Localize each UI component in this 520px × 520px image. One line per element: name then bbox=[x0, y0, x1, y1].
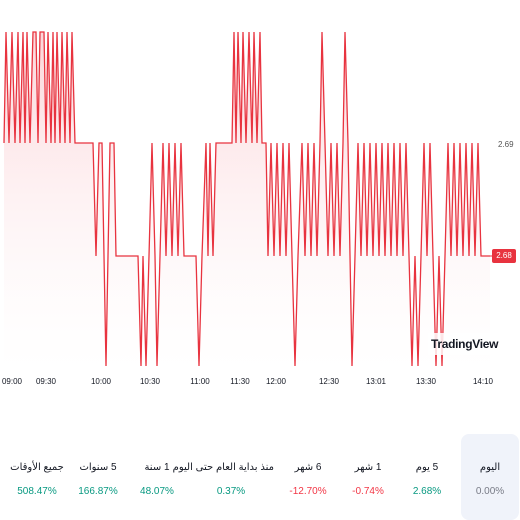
time-tick-0: 09:00 bbox=[1, 377, 23, 386]
time-tick-3: 10:30 bbox=[139, 377, 161, 386]
time-tick-2: 10:00 bbox=[90, 377, 112, 386]
perf-label: 1 شهر bbox=[354, 462, 382, 473]
perf-tab-1[interactable]: 5 يوم 2.68% bbox=[398, 434, 456, 520]
price-line bbox=[3, 31, 490, 367]
logo-text: TradingView bbox=[431, 337, 499, 351]
perf-tab-3[interactable]: 6 شهر -12.70% bbox=[279, 434, 337, 520]
perf-label: جميع الأوقات bbox=[10, 462, 64, 473]
perf-tab-4[interactable]: منذ بداية العام حتى اليوم 0.37% bbox=[172, 434, 274, 520]
perf-tab-0[interactable]: اليوم 0.00% bbox=[461, 434, 519, 520]
time-tick-5: 11:30 bbox=[230, 377, 250, 386]
time-tick-10: 14:10 bbox=[472, 377, 494, 386]
time-tick-8: 13:01 bbox=[365, 377, 387, 386]
time-tick-4: 11:00 bbox=[190, 377, 210, 386]
perf-value: 2.68% bbox=[412, 486, 442, 497]
price-scale-label: 2.69 bbox=[498, 140, 514, 149]
perf-tab-7[interactable]: جميع الأوقات 508.47% bbox=[8, 434, 66, 520]
price-chart[interactable]: 2.69 2.68 TradingView 09:00 09:30 10:00 10:… bbox=[0, 0, 520, 400]
time-tick-1: 09:30 bbox=[35, 377, 57, 386]
performance-bar: اليوم 0.00% 5 يوم 2.68% 1 شهر -0.74% 6 شهر -12.… bbox=[0, 434, 520, 520]
perf-value: 0.00% bbox=[475, 486, 505, 497]
perf-value: 508.47% bbox=[17, 486, 57, 497]
time-tick-7: 12:30 bbox=[318, 377, 340, 386]
price-area-fill bbox=[4, 32, 490, 372]
time-tick-6: 12:00 bbox=[265, 377, 287, 386]
perf-label: 6 شهر bbox=[294, 462, 322, 473]
perf-label: 5 سنوات bbox=[79, 462, 117, 473]
perf-value: 48.07% bbox=[140, 486, 174, 497]
perf-label: منذ بداية العام حتى اليوم bbox=[172, 462, 274, 473]
tradingview-logo[interactable]: TradingView bbox=[428, 333, 498, 355]
perf-value: -12.70% bbox=[289, 486, 327, 497]
perf-value: -0.74% bbox=[352, 486, 384, 497]
perf-value: 0.37% bbox=[216, 486, 246, 497]
last-price-tag: 2.68 bbox=[492, 249, 516, 263]
perf-label: اليوم bbox=[479, 462, 501, 473]
time-axis: 09:00 09:30 10:00 10:30 11:00 11:30 12:00 12:30… bbox=[0, 377, 520, 395]
perf-label: 1 سنة bbox=[144, 462, 170, 473]
perf-tab-6[interactable]: 5 سنوات 166.87% bbox=[69, 434, 127, 520]
perf-value: 166.87% bbox=[78, 486, 118, 497]
time-tick-9: 13:30 bbox=[415, 377, 437, 386]
perf-label: 5 يوم bbox=[415, 462, 439, 473]
perf-tab-2[interactable]: 1 شهر -0.74% bbox=[339, 434, 397, 520]
perf-tab-5[interactable]: 1 سنة 48.07% bbox=[128, 434, 186, 520]
